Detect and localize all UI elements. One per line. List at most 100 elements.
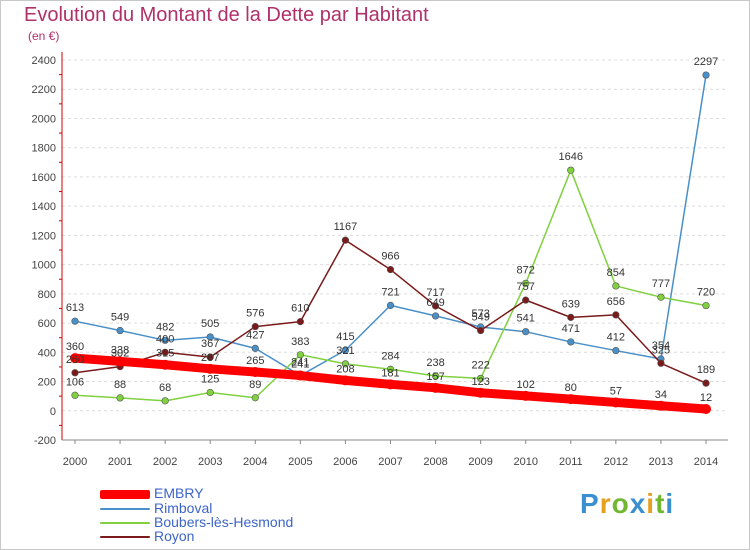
data-label: 717 — [426, 287, 444, 299]
data-point — [655, 400, 666, 411]
data-point — [251, 344, 259, 352]
data-point — [116, 394, 124, 402]
x-tick-label: 2010 — [513, 456, 537, 468]
x-tick-label: 2004 — [243, 456, 267, 468]
data-label: 400 — [156, 333, 174, 345]
data-point — [160, 359, 171, 370]
data-label: 610 — [291, 303, 309, 315]
data-label: 88 — [114, 379, 126, 391]
data-point — [701, 404, 711, 415]
y-tick-label: 1800 — [32, 143, 56, 155]
data-point — [386, 301, 395, 309]
data-label: 471 — [562, 323, 580, 335]
data-point — [206, 388, 214, 397]
data-point — [477, 326, 485, 335]
data-label: 57 — [610, 385, 622, 397]
data-label: 482 — [156, 321, 174, 333]
data-label: 505 — [201, 318, 219, 330]
data-label: 1646 — [559, 151, 583, 163]
legend-label: Rimboval — [154, 500, 213, 516]
data-label: 639 — [562, 298, 580, 310]
legend-label: Royon — [154, 528, 195, 544]
data-point — [251, 394, 259, 402]
data-point — [70, 353, 80, 364]
data-label: 315 — [156, 348, 174, 360]
data-label: 106 — [66, 376, 84, 388]
data-label: 360 — [66, 341, 84, 353]
data-point — [385, 379, 396, 390]
data-point — [205, 363, 216, 374]
data-point — [565, 394, 576, 405]
x-tick-label: 2011 — [559, 456, 583, 468]
x-tick-label: 2002 — [153, 456, 177, 468]
data-point — [522, 279, 530, 287]
data-label: 1167 — [334, 221, 358, 233]
chart-title: Evolution du Montant de la Dette par Hab… — [24, 4, 429, 26]
y-tick-label: 400 — [38, 347, 56, 359]
data-label: 34 — [655, 389, 667, 401]
y-tick-label: 1000 — [32, 260, 56, 272]
data-point — [431, 372, 440, 380]
data-label: 12 — [700, 392, 712, 404]
data-point — [702, 71, 710, 79]
data-label: 2297 — [694, 56, 718, 68]
data-point — [206, 353, 214, 361]
data-label: 321 — [336, 345, 354, 357]
data-point — [161, 348, 169, 356]
data-label: 613 — [66, 302, 84, 314]
legend-label: EMBRY — [154, 485, 204, 501]
x-tick-label: 2013 — [649, 456, 673, 468]
data-point — [386, 265, 395, 274]
data-point — [657, 359, 665, 367]
data-point — [115, 356, 126, 367]
data-point — [567, 313, 575, 321]
data-label: 367 — [201, 338, 219, 350]
data-label: 89 — [249, 379, 261, 391]
legend-label: Boubers-lès-Hesmond — [154, 514, 294, 530]
legend-swatch — [100, 536, 150, 538]
data-label: 241 — [291, 357, 309, 369]
data-label: 656 — [607, 296, 625, 308]
data-label: 80 — [565, 382, 577, 394]
y-tick-label: -200 — [34, 435, 56, 447]
data-label: 720 — [697, 287, 715, 299]
data-label: 412 — [607, 332, 625, 344]
data-label: 208 — [336, 363, 354, 375]
data-point — [657, 293, 665, 301]
data-point — [610, 397, 621, 408]
data-label: 260 — [66, 354, 84, 366]
data-label: 222 — [471, 359, 489, 371]
x-tick-label: 2001 — [108, 456, 132, 468]
data-label: 573 — [471, 308, 489, 320]
data-label: 649 — [426, 297, 444, 309]
y-tick-label: 0 — [50, 406, 56, 418]
data-label: 123 — [471, 376, 489, 388]
data-point — [71, 369, 79, 377]
y-tick-label: 1600 — [32, 172, 56, 184]
legend-swatch — [100, 490, 150, 499]
data-point — [161, 397, 169, 405]
data-point — [251, 322, 259, 331]
data-label: 157 — [426, 371, 444, 383]
data-label: 241 — [291, 359, 309, 371]
data-point — [250, 367, 261, 378]
data-label: 102 — [517, 379, 535, 391]
data-point — [386, 365, 395, 373]
data-point — [161, 336, 169, 344]
data-point — [431, 302, 440, 310]
data-point — [296, 318, 304, 326]
data-point — [522, 296, 530, 304]
data-point — [612, 346, 620, 355]
data-point — [296, 351, 304, 359]
data-label: 284 — [381, 350, 399, 362]
data-label: 265 — [246, 355, 264, 367]
data-label: 325 — [652, 344, 670, 356]
data-label: 354 — [652, 340, 670, 352]
data-label: 181 — [381, 367, 399, 379]
data-point — [612, 282, 620, 290]
data-label: 549 — [471, 312, 489, 324]
data-label: 721 — [381, 286, 399, 298]
y-tick-label: 1400 — [32, 201, 56, 213]
data-point — [567, 338, 575, 346]
data-point — [702, 301, 710, 310]
